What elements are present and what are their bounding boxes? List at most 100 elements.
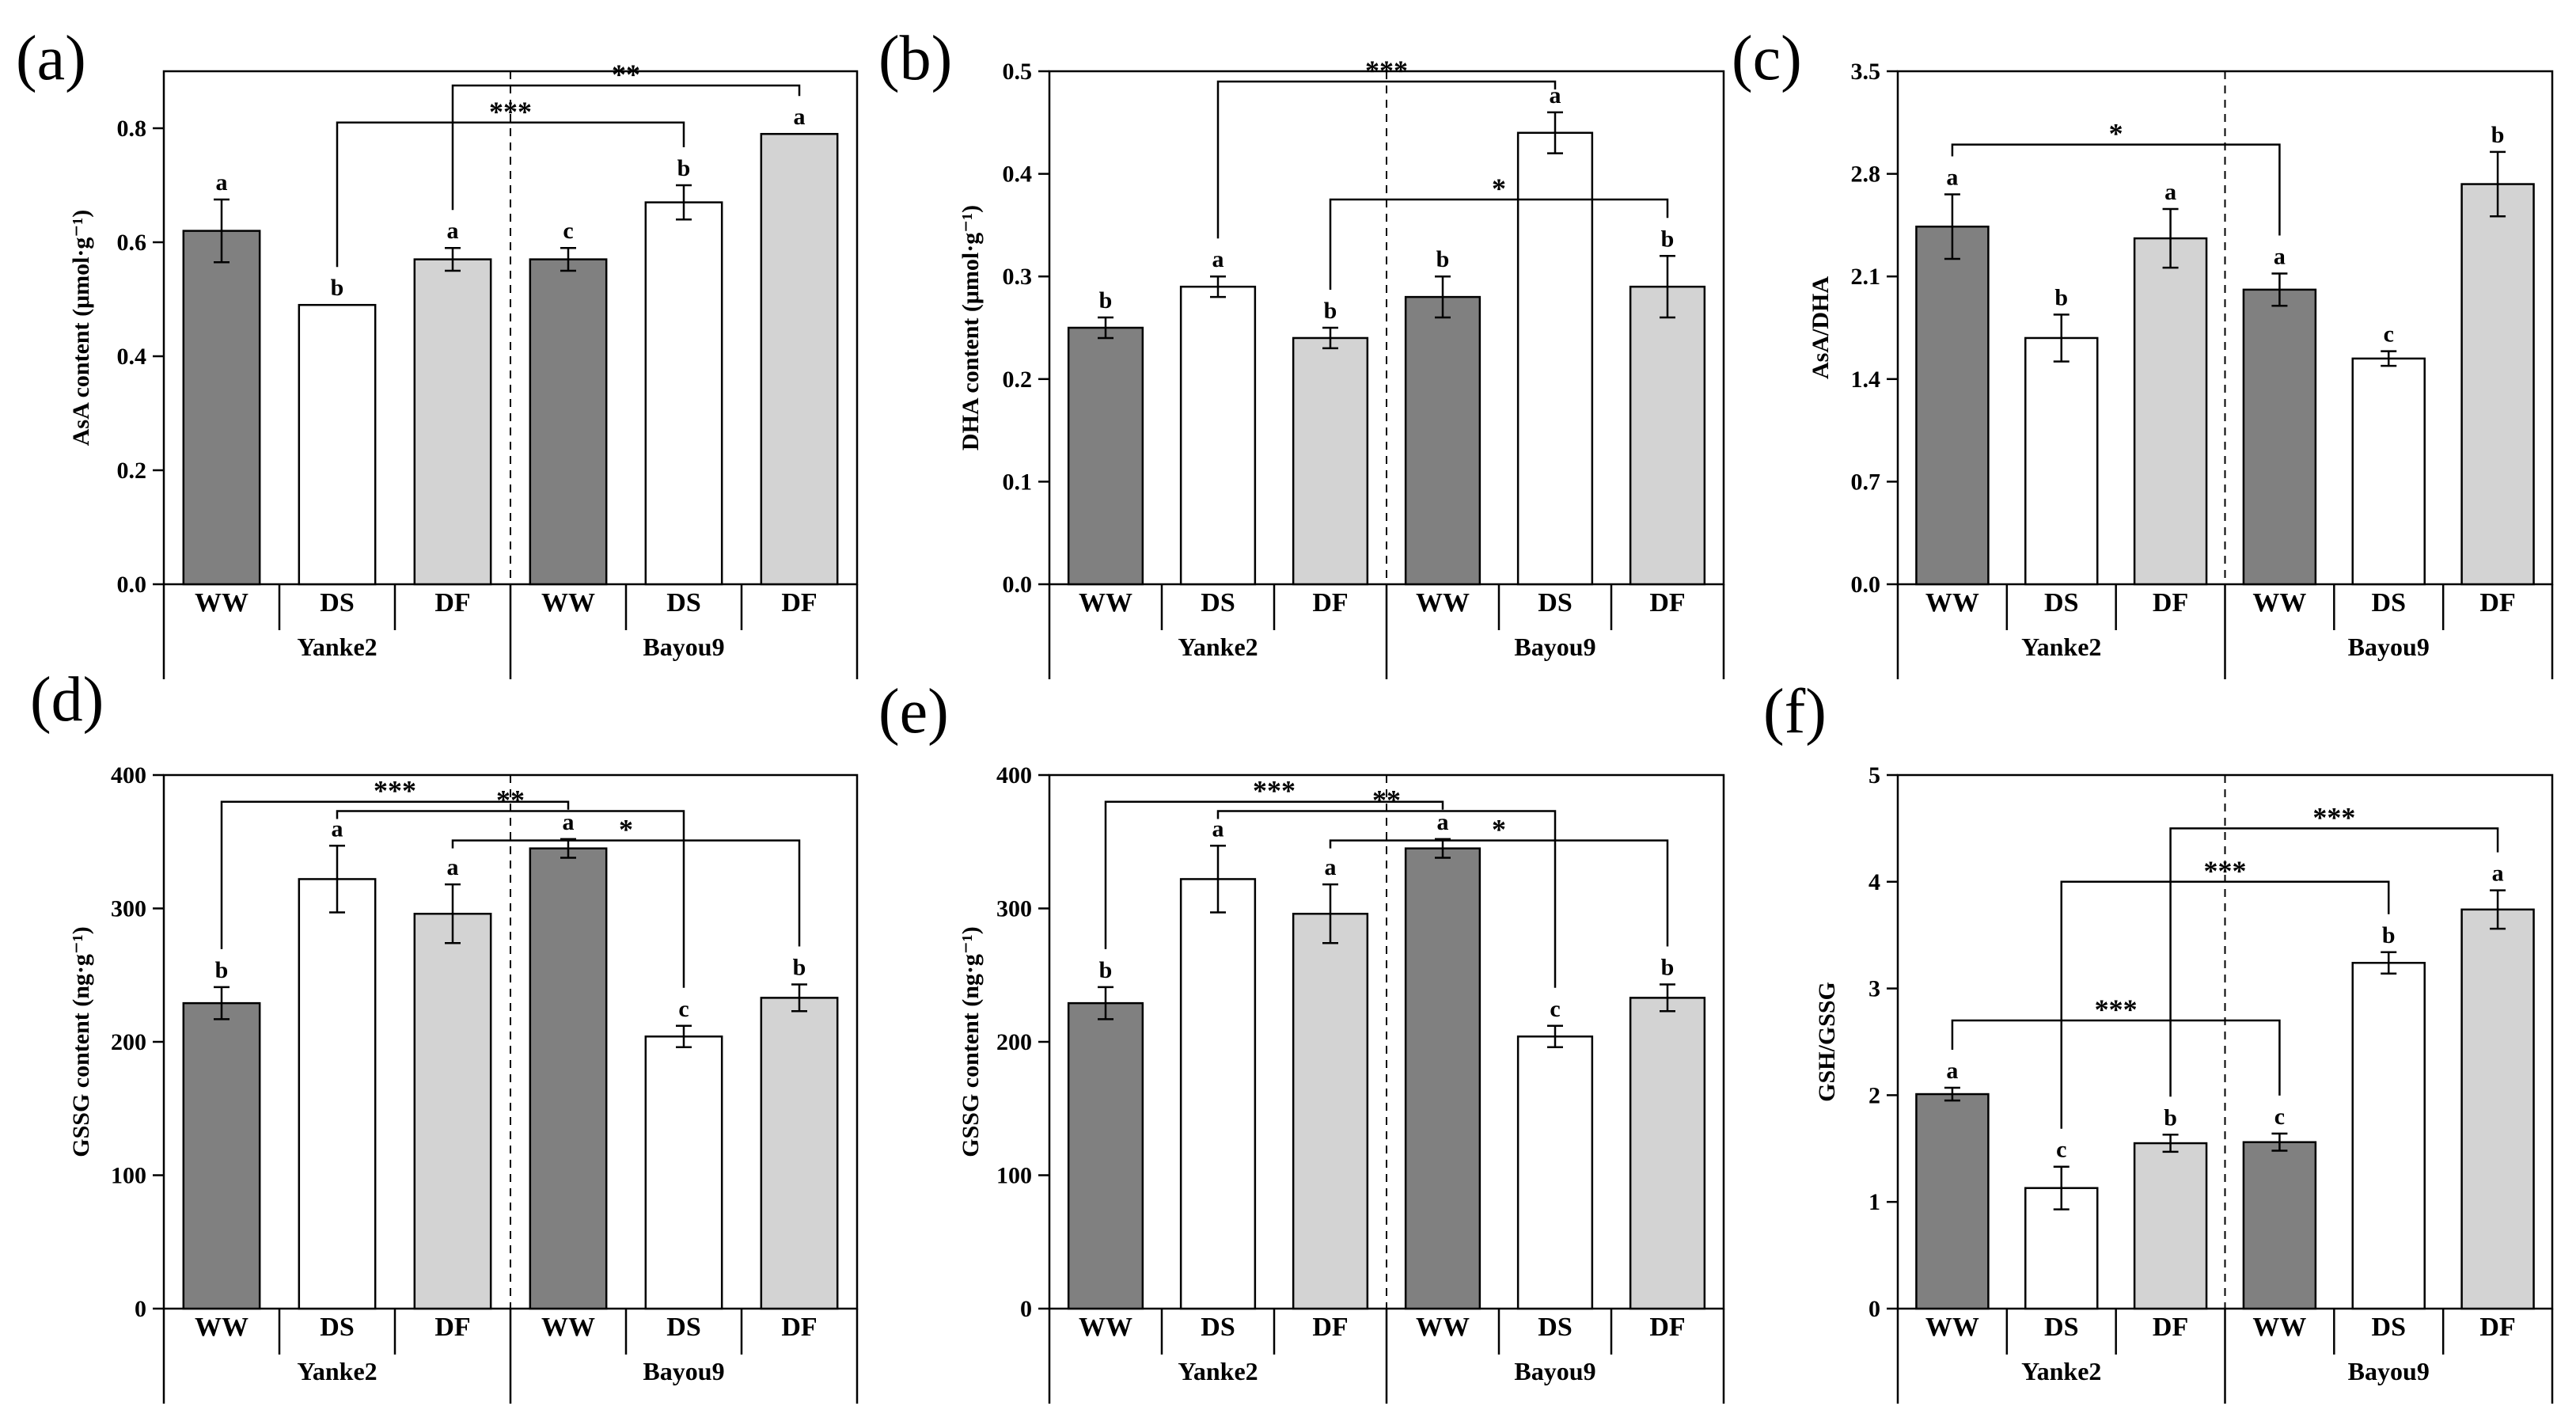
x-category-label: DF bbox=[781, 1313, 817, 1342]
x-category-label: WW bbox=[1416, 588, 1470, 618]
y-tick-label: 0.2 bbox=[1003, 367, 1033, 393]
bar-ww-bayou9 bbox=[529, 258, 608, 586]
y-tick-label: 0.1 bbox=[1003, 469, 1033, 495]
y-tick-label: 300 bbox=[111, 896, 146, 922]
x-category-label: DF bbox=[434, 1313, 470, 1342]
significance-stars: * bbox=[1492, 173, 1506, 204]
significance-letter: a bbox=[2164, 179, 2176, 205]
significance-letter: c bbox=[2056, 1137, 2066, 1163]
x-category-label: WW bbox=[2252, 1313, 2306, 1342]
x-category-label: DS bbox=[2044, 1313, 2078, 1342]
significance-letter: a bbox=[1437, 809, 1449, 835]
x-category-label: DF bbox=[1312, 588, 1348, 618]
significance-letter: a bbox=[2274, 243, 2286, 269]
bar-ds-bayou9 bbox=[2351, 961, 2426, 1310]
bar-ww-bayou9 bbox=[1404, 847, 1481, 1310]
x-category-label: DF bbox=[2479, 588, 2515, 618]
significance-bracket bbox=[220, 800, 570, 949]
x-category-label: WW bbox=[1079, 1313, 1132, 1342]
significance-stars: ** bbox=[1372, 784, 1401, 815]
significance-stars: *** bbox=[374, 775, 416, 807]
x-category-label: WW bbox=[1925, 1313, 1979, 1342]
significance-letter: c bbox=[678, 996, 689, 1022]
significance-stars: * bbox=[619, 814, 633, 846]
bar-df-yanke2 bbox=[1292, 912, 1369, 1310]
y-tick-label: 0.7 bbox=[1851, 469, 1881, 495]
significance-letter: b bbox=[215, 957, 229, 983]
significance-bracket bbox=[1329, 839, 1669, 947]
bar-ww-bayou9 bbox=[2242, 1141, 2317, 1310]
y-tick-label: 0.8 bbox=[117, 116, 147, 142]
significance-stars: *** bbox=[2312, 801, 2355, 833]
significance-letter: c bbox=[1550, 996, 1560, 1022]
y-tick-label: 2 bbox=[1868, 1082, 1880, 1108]
bar-ww-bayou9 bbox=[1404, 295, 1481, 586]
y-tick-label: 0.3 bbox=[1003, 264, 1033, 290]
x-category-label: DS bbox=[1538, 588, 1572, 618]
significance-letter: a bbox=[447, 854, 459, 880]
x-category-label: DF bbox=[2153, 588, 2188, 618]
y-tick-label: 0.4 bbox=[117, 344, 147, 370]
x-category-label: WW bbox=[541, 588, 595, 618]
significance-stars: * bbox=[2109, 118, 2123, 150]
bar-df-bayou9 bbox=[1629, 997, 1706, 1310]
significance-letter: b bbox=[1099, 957, 1113, 983]
bar-ww-bayou9 bbox=[529, 847, 608, 1310]
y-tick-label: 300 bbox=[996, 896, 1032, 922]
y-axis-label: AsA content (μmol·g⁻¹) bbox=[68, 210, 94, 446]
significance-letter: c bbox=[2384, 321, 2394, 348]
significance-stars: *** bbox=[1365, 55, 1408, 86]
significance-letter: b bbox=[331, 275, 344, 301]
significance-letter: b bbox=[677, 155, 691, 181]
group-label: Bayou9 bbox=[1514, 1357, 1595, 1385]
y-tick-label: 4 bbox=[1868, 869, 1880, 895]
x-category-label: DS bbox=[2372, 1313, 2406, 1342]
significance-bracket bbox=[1104, 800, 1444, 949]
significance-letter: a bbox=[1325, 854, 1337, 880]
x-category-label: DF bbox=[781, 588, 817, 618]
bar-ds-bayou9 bbox=[2351, 357, 2426, 586]
bar-df-bayou9 bbox=[2460, 183, 2535, 586]
significance-stars: *** bbox=[489, 96, 532, 127]
y-axis-label: AsA/DHA bbox=[1808, 276, 1834, 379]
chart-panel-e: (e) 0 100 200 300 400 GSSG content (ng·g⁻¹) b WW… bbox=[878, 677, 1725, 1404]
x-category-label: DF bbox=[2479, 1313, 2515, 1342]
y-tick-label: 1.4 bbox=[1851, 367, 1881, 393]
bar-ds-bayou9 bbox=[1516, 1036, 1594, 1310]
significance-bracket bbox=[1216, 80, 1557, 239]
x-category-label: WW bbox=[2252, 588, 2306, 618]
significance-stars: *** bbox=[1253, 775, 1296, 807]
panel-label: (a) bbox=[16, 24, 86, 93]
significance-letter: b bbox=[1661, 955, 1675, 981]
group-label: Bayou9 bbox=[2348, 1357, 2430, 1385]
bar-ds-yanke2 bbox=[298, 303, 377, 586]
y-tick-label: 5 bbox=[1868, 762, 1880, 788]
panel-label: (e) bbox=[878, 677, 949, 747]
bar-df-bayou9 bbox=[2460, 908, 2535, 1310]
significance-bracket bbox=[2169, 827, 2499, 1097]
y-tick-label: 0.4 bbox=[1003, 162, 1033, 188]
x-category-label: WW bbox=[195, 1313, 248, 1342]
bar-ww-yanke2 bbox=[182, 1001, 261, 1310]
significance-stars: * bbox=[1492, 814, 1506, 846]
x-category-label: DF bbox=[2153, 1313, 2188, 1342]
x-category-label: DF bbox=[434, 588, 470, 618]
significance-letter: a bbox=[1212, 815, 1224, 842]
significance-letter: a bbox=[1212, 246, 1224, 272]
x-category-label: WW bbox=[1416, 1313, 1470, 1342]
significance-letter: a bbox=[1946, 1058, 1958, 1084]
bar-df-bayou9 bbox=[1629, 285, 1706, 586]
y-tick-label: 400 bbox=[111, 762, 146, 788]
significance-letter: a bbox=[794, 104, 806, 130]
y-axis-label: GSSG content (ng·g⁻¹) bbox=[68, 926, 94, 1157]
y-tick-label: 400 bbox=[996, 762, 1032, 788]
significance-letter: a bbox=[216, 169, 228, 196]
bar-ds-bayou9 bbox=[644, 1036, 723, 1310]
panel-label: (b) bbox=[878, 24, 952, 93]
bar-ww-yanke2 bbox=[1067, 1001, 1144, 1310]
bar-ds-bayou9 bbox=[1516, 131, 1594, 586]
bar-ww-yanke2 bbox=[1915, 1092, 1990, 1310]
group-label: Yanke2 bbox=[297, 633, 377, 661]
y-tick-label: 0 bbox=[1020, 1296, 1032, 1322]
significance-letter: b bbox=[1436, 246, 1450, 272]
